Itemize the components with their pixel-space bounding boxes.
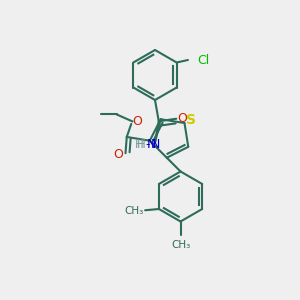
Text: S: S [187, 113, 196, 127]
Text: O: O [113, 148, 123, 161]
Text: H: H [137, 139, 146, 152]
Text: N: N [151, 138, 160, 151]
Text: O: O [178, 112, 188, 125]
Text: H: H [135, 138, 144, 151]
Text: -: - [146, 138, 150, 151]
Text: CH₃: CH₃ [171, 240, 190, 250]
Text: CH₃: CH₃ [124, 206, 143, 216]
Text: Cl: Cl [197, 53, 210, 67]
Text: N: N [147, 139, 156, 152]
Text: O: O [133, 116, 142, 128]
